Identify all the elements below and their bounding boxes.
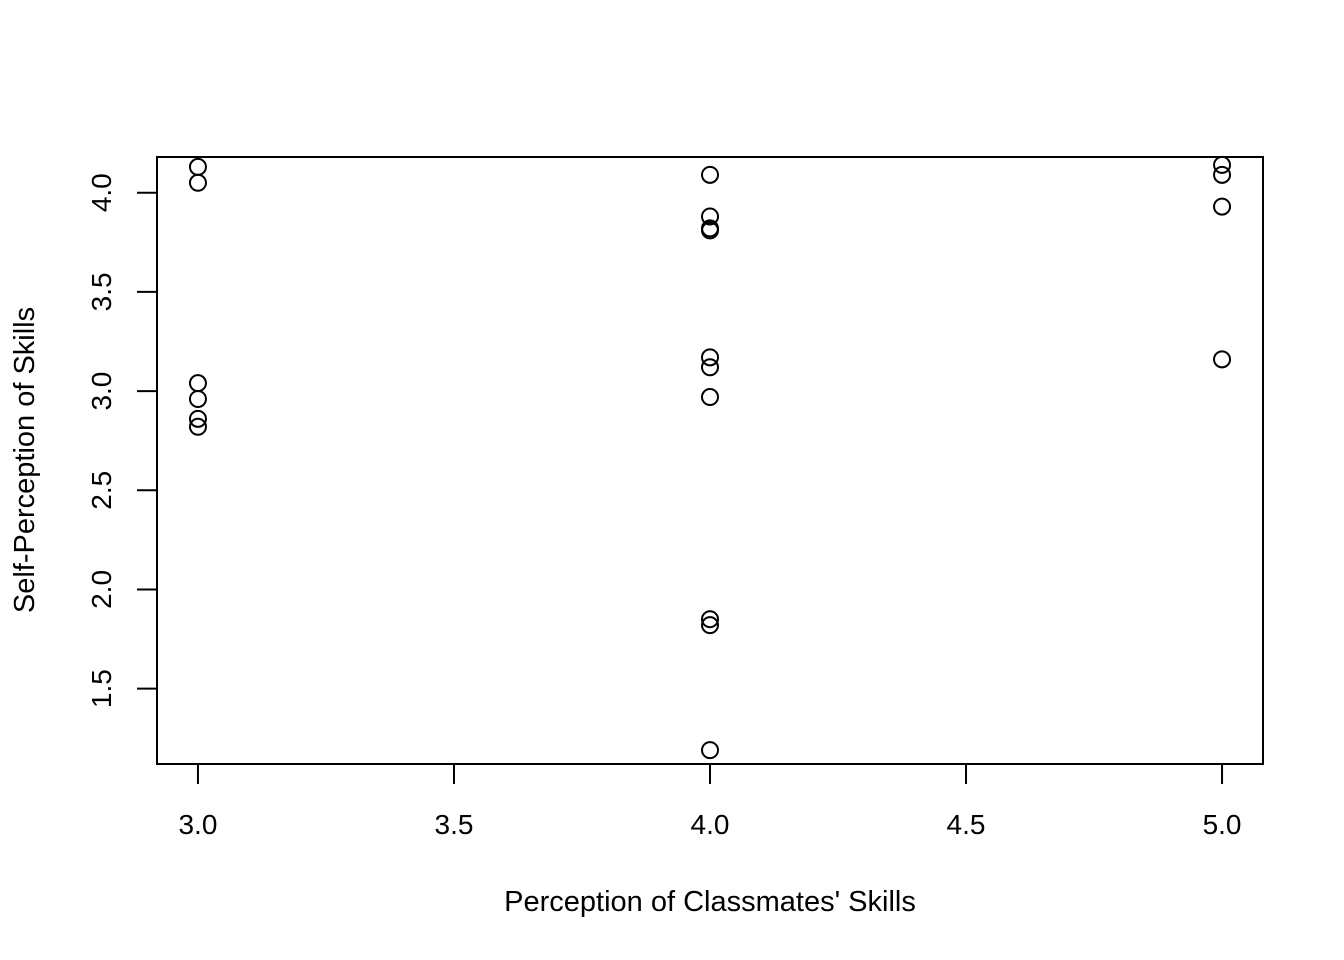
data-point — [701, 165, 719, 184]
data-point — [701, 616, 719, 635]
x-tick-label: 4.0 — [691, 809, 730, 840]
y-axis-title: Self-Perception of Skills — [9, 307, 41, 613]
y-tick-label: 4.0 — [86, 173, 117, 212]
y-tick-label: 3.0 — [86, 372, 117, 411]
data-points — [188, 155, 1232, 760]
y-tick-label: 2.0 — [86, 570, 117, 609]
y-tick-label: 3.5 — [86, 272, 117, 311]
x-axis-title: Perception of Classmates' Skills — [504, 886, 916, 918]
y-tick-label: 2.5 — [86, 471, 117, 510]
x-axis: 3.0 3.5 4.0 4.5 5.0 — [178, 763, 1242, 840]
data-point — [701, 207, 719, 226]
data-point — [188, 173, 207, 192]
plot-frame — [156, 156, 1264, 765]
data-point — [1213, 197, 1232, 216]
data-point — [188, 417, 207, 436]
data-point — [188, 374, 207, 393]
data-point — [188, 409, 207, 428]
data-point — [188, 390, 207, 409]
x-tick-label: 5.0 — [1203, 809, 1242, 840]
data-point — [701, 358, 719, 377]
x-tick-label: 3.5 — [435, 809, 474, 840]
data-point — [701, 221, 719, 240]
data-point — [701, 610, 719, 629]
data-point — [701, 348, 719, 367]
y-tick-label: 1.5 — [86, 669, 117, 708]
data-point — [188, 157, 207, 176]
data-point — [701, 388, 719, 407]
y-axis: 1.5 2.0 2.5 3.0 3.5 4.0 — [86, 173, 158, 708]
x-tick-label: 3.0 — [178, 809, 217, 840]
data-point — [1213, 350, 1232, 369]
data-point — [701, 741, 719, 760]
data-point — [1213, 165, 1232, 184]
x-tick-label: 4.5 — [947, 809, 986, 840]
data-point — [1213, 155, 1232, 174]
